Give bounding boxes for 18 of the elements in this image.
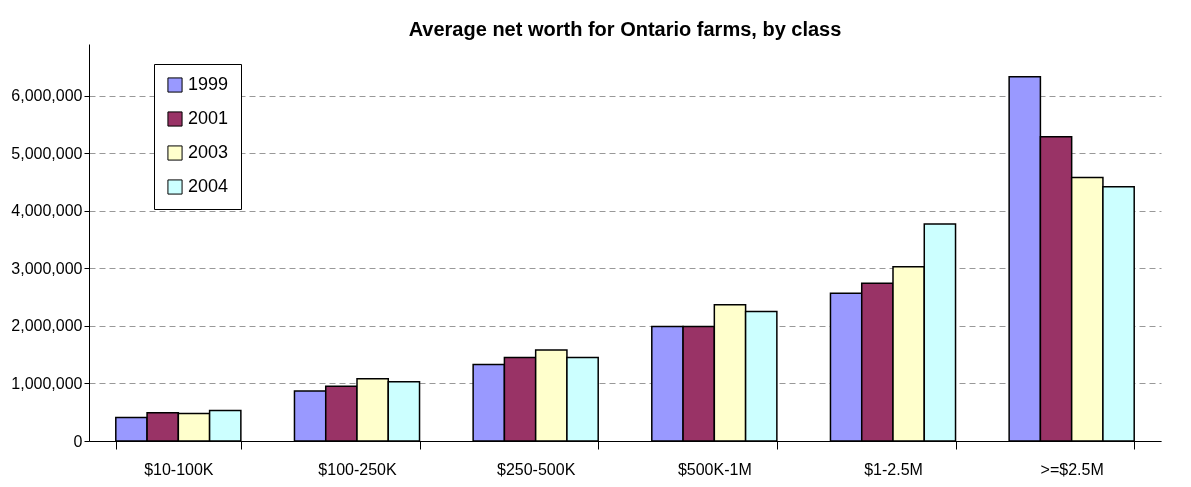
legend-label: 2003 [188, 142, 229, 162]
y-tick-label: 2,000,000 [11, 317, 83, 335]
x-tick-label: $500K-1M [677, 460, 752, 478]
legend-label: 1999 [188, 74, 229, 94]
legend-label: 2001 [188, 108, 229, 128]
y-tick-label: 3,000,000 [11, 259, 83, 277]
x-tick-label: $100-250K [318, 460, 397, 478]
x-tick-label: $10-100K [144, 460, 214, 478]
x-tick-label: $250-500K [497, 460, 576, 478]
x-tick-label: $1-2.5M [864, 460, 923, 478]
y-tick-label: 0 [73, 432, 83, 450]
x-tick-label: >=$2.5M [1040, 460, 1104, 478]
y-tick-label: 5,000,000 [11, 144, 83, 162]
chart-title: Average net worth for Ontario farms, by class [408, 18, 842, 40]
y-tick-label: 1,000,000 [11, 374, 83, 392]
legend-label: 2004 [188, 176, 229, 196]
y-tick-label: 4,000,000 [11, 202, 83, 220]
y-tick-label: 6,000,000 [11, 87, 83, 105]
